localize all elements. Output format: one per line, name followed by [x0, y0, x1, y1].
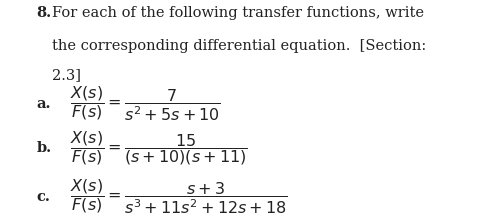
- Text: 2.3]: 2.3]: [52, 68, 81, 82]
- Text: b.: b.: [37, 141, 52, 155]
- Text: $\dfrac{X(s)}{F(s)} = \dfrac{15}{(s + 10)(s + 11)}$: $\dfrac{X(s)}{F(s)} = \dfrac{15}{(s + 10…: [70, 129, 247, 167]
- Text: a.: a.: [37, 97, 51, 111]
- Text: For each of the following transfer functions, write: For each of the following transfer funct…: [52, 6, 424, 20]
- Text: $\dfrac{X(s)}{F(s)} = \dfrac{s + 3}{s^3 + 11s^2 + 12s + 18}$: $\dfrac{X(s)}{F(s)} = \dfrac{s + 3}{s^3 …: [70, 178, 287, 216]
- Text: $\dfrac{X(s)}{F(s)} = \dfrac{7}{s^2 + 5s + 10}$: $\dfrac{X(s)}{F(s)} = \dfrac{7}{s^2 + 5s…: [70, 85, 221, 123]
- Text: the corresponding differential equation.  [Section:: the corresponding differential equation.…: [52, 39, 426, 54]
- Text: c.: c.: [37, 190, 50, 204]
- Text: 8.: 8.: [37, 6, 52, 20]
